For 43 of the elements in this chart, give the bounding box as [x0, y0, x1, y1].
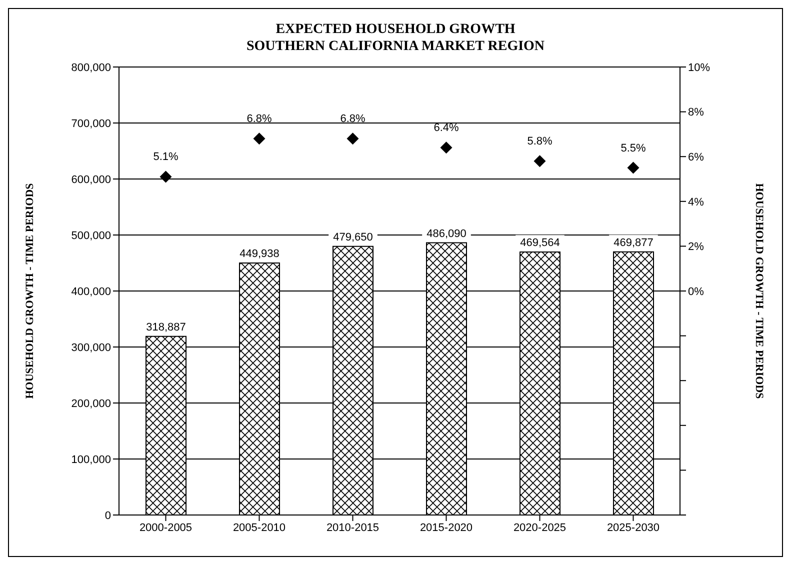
data-label: 469,564: [520, 237, 560, 250]
chart-subtitle: SOUTHERN CALIFORNIA MARKET REGION: [245, 38, 546, 55]
data-label: 479,650: [333, 231, 373, 244]
y2-tick-label: 4%: [688, 196, 704, 208]
x-tick-label: 2020-2025: [513, 522, 566, 534]
x-tick-label: 2005-2010: [232, 522, 286, 534]
x-tick-label: 2000-2005: [139, 522, 192, 534]
point: [253, 132, 266, 145]
y-tick-label: 500,000: [71, 230, 111, 242]
y-axis-title: HOUSEHOLD GROWTH - TIME PERIODS: [24, 183, 36, 399]
point: [534, 155, 546, 168]
y-tick-label: 700,000: [71, 118, 111, 130]
y-tick-label: 600,000: [71, 174, 111, 186]
data-label: 6.4%: [434, 122, 459, 134]
point: [440, 142, 452, 154]
x-tick-label: 2025-2030: [606, 522, 660, 534]
y-tick-label: 800,000: [71, 62, 111, 74]
y-tick-label: 100,000: [71, 454, 111, 466]
point: [160, 170, 172, 183]
data-label: 5.8%: [527, 136, 552, 148]
y-tick-label: 400,000: [71, 286, 111, 298]
data-label: 6.8%: [246, 113, 272, 126]
y2-tick-label: 0%: [688, 286, 704, 298]
y2-tick-label: 2%: [688, 241, 704, 254]
data-label: 318,887: [146, 321, 186, 334]
y-tick-label: 0: [104, 510, 111, 522]
chart-title: EXPECTED HOUSEHOLD GROWTH: [274, 21, 516, 38]
data-label: 449,938: [240, 248, 280, 260]
point: [346, 132, 359, 145]
y2-tick-label: 6%: [688, 152, 704, 164]
x-tick-label: 2010-2015: [326, 522, 380, 534]
y-tick-label: 200,000: [71, 398, 111, 410]
data-label: 5.5%: [620, 142, 646, 154]
x-tick-label: 2015-2020: [420, 522, 473, 534]
data-label: 6.8%: [340, 113, 366, 126]
y-tick-label: 300,000: [71, 342, 111, 354]
data-label: 469,877: [614, 236, 654, 249]
y2-axis-title: HOUSEHOLD GROWTH - TIME PERIODS: [753, 183, 766, 399]
y2-tick-label: 8%: [688, 106, 704, 119]
y2-tick-label: 10%: [688, 62, 710, 74]
data-label: 5.1%: [153, 151, 178, 164]
data-label: 486,090: [426, 228, 466, 240]
point: [627, 162, 640, 174]
